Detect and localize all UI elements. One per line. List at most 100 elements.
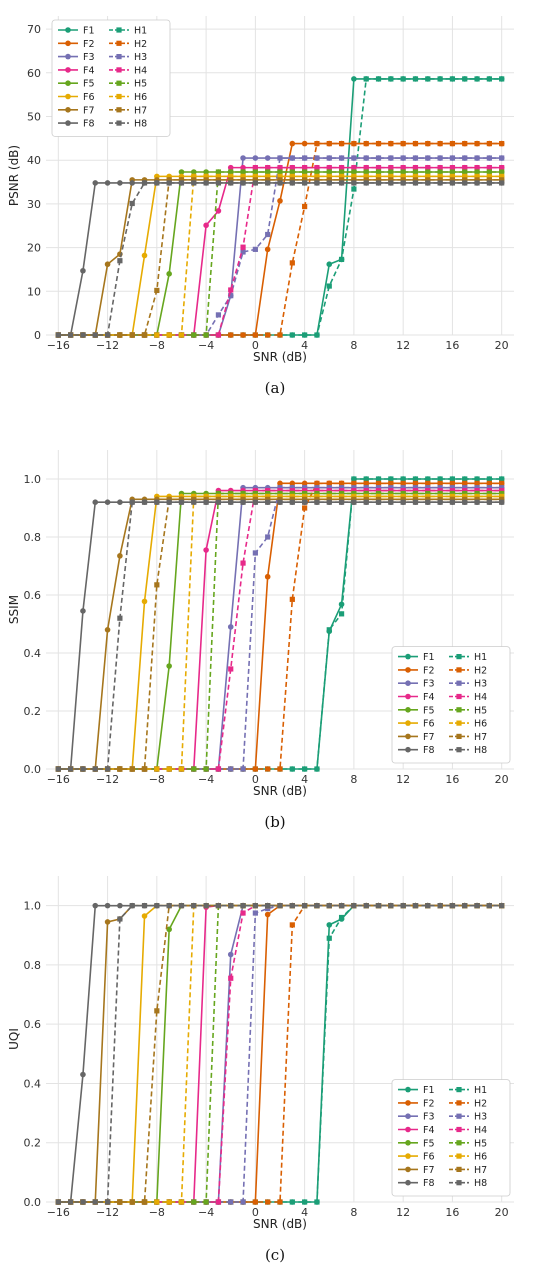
data-point xyxy=(203,180,209,186)
data-point xyxy=(289,1199,295,1205)
legend-label: H4 xyxy=(474,1125,487,1136)
data-point xyxy=(412,490,419,497)
y-tick-label: 0.2 xyxy=(24,705,42,718)
data-point xyxy=(437,165,443,171)
data-point xyxy=(314,141,320,147)
data-point xyxy=(215,903,222,909)
data-point xyxy=(252,496,258,502)
data-point xyxy=(215,332,222,338)
data-point xyxy=(277,198,283,204)
data-point xyxy=(240,493,246,499)
data-point xyxy=(462,165,468,171)
data-point xyxy=(166,1199,172,1205)
data-point xyxy=(338,180,345,186)
legend-marker xyxy=(456,654,462,660)
data-point xyxy=(375,493,382,499)
data-point xyxy=(351,186,357,192)
legend-marker xyxy=(405,667,411,673)
legend-marker xyxy=(456,1100,462,1106)
series-H8 xyxy=(55,180,505,338)
data-point xyxy=(388,488,394,494)
data-point xyxy=(437,499,443,505)
data-point xyxy=(314,169,320,175)
legend-item: H2 xyxy=(449,665,487,676)
data-point xyxy=(277,177,283,183)
data-point xyxy=(92,180,99,186)
data-point xyxy=(55,1199,61,1205)
data-point xyxy=(338,169,345,175)
data-point xyxy=(277,480,283,487)
legend-marker xyxy=(405,1140,411,1146)
data-point xyxy=(388,141,394,147)
data-point xyxy=(449,499,456,505)
data-point xyxy=(227,951,234,958)
data-point xyxy=(474,496,480,502)
data-point xyxy=(412,476,419,482)
data-point xyxy=(400,177,406,183)
data-point xyxy=(117,553,123,559)
data-point xyxy=(215,490,222,497)
data-point xyxy=(203,903,209,909)
data-point xyxy=(326,488,332,494)
data-point xyxy=(129,200,135,207)
legend-item: H8 xyxy=(109,119,147,130)
x-tick-label: 4 xyxy=(301,773,308,786)
data-point xyxy=(104,1199,111,1205)
data-point xyxy=(499,177,505,183)
data-point xyxy=(462,488,468,494)
data-point xyxy=(388,480,394,486)
y-tick-label: 20 xyxy=(27,242,41,255)
data-point xyxy=(203,169,209,175)
data-point xyxy=(425,177,431,183)
data-point xyxy=(425,488,431,494)
data-point xyxy=(462,155,468,161)
data-point xyxy=(252,169,258,175)
legend-marker xyxy=(405,653,411,660)
data-point xyxy=(203,332,209,338)
data-point xyxy=(240,180,246,186)
data-point xyxy=(215,1199,222,1205)
data-point xyxy=(228,287,234,293)
data-point xyxy=(499,490,505,497)
data-point xyxy=(437,493,443,499)
data-point xyxy=(129,499,135,505)
legend-label: H8 xyxy=(474,1178,487,1189)
data-point xyxy=(166,177,172,183)
data-point xyxy=(302,903,308,909)
data-point xyxy=(265,231,271,238)
data-point xyxy=(203,547,209,553)
data-point xyxy=(265,1199,271,1205)
legend-label: H1 xyxy=(474,1085,487,1096)
data-point xyxy=(166,926,172,933)
data-point xyxy=(228,173,234,179)
data-point xyxy=(338,914,345,921)
data-point xyxy=(265,165,271,171)
data-point xyxy=(338,490,345,497)
legend-marker xyxy=(405,1166,411,1173)
data-point xyxy=(252,155,259,161)
data-point xyxy=(166,663,172,669)
data-point xyxy=(474,493,480,499)
data-point xyxy=(240,164,246,171)
data-point xyxy=(227,624,234,630)
legend-label: F6 xyxy=(83,92,95,103)
y-tick-label: 1.0 xyxy=(24,473,42,486)
legend-item: F1 xyxy=(58,26,95,37)
data-point xyxy=(499,903,505,909)
data-point xyxy=(499,485,505,491)
data-point xyxy=(326,935,332,941)
legend-label: H2 xyxy=(474,665,487,676)
data-point xyxy=(314,903,320,909)
data-point xyxy=(68,1199,74,1205)
data-point xyxy=(314,155,320,161)
x-tick-label: −12 xyxy=(96,339,119,352)
data-point xyxy=(240,560,246,566)
data-point xyxy=(338,165,345,171)
data-point xyxy=(228,180,234,186)
legend-label: F5 xyxy=(423,705,435,716)
legend-marker xyxy=(456,1113,462,1119)
data-point xyxy=(289,260,295,266)
x-tick-label: 16 xyxy=(445,1206,459,1219)
series-group xyxy=(55,76,505,338)
data-point xyxy=(326,490,332,497)
